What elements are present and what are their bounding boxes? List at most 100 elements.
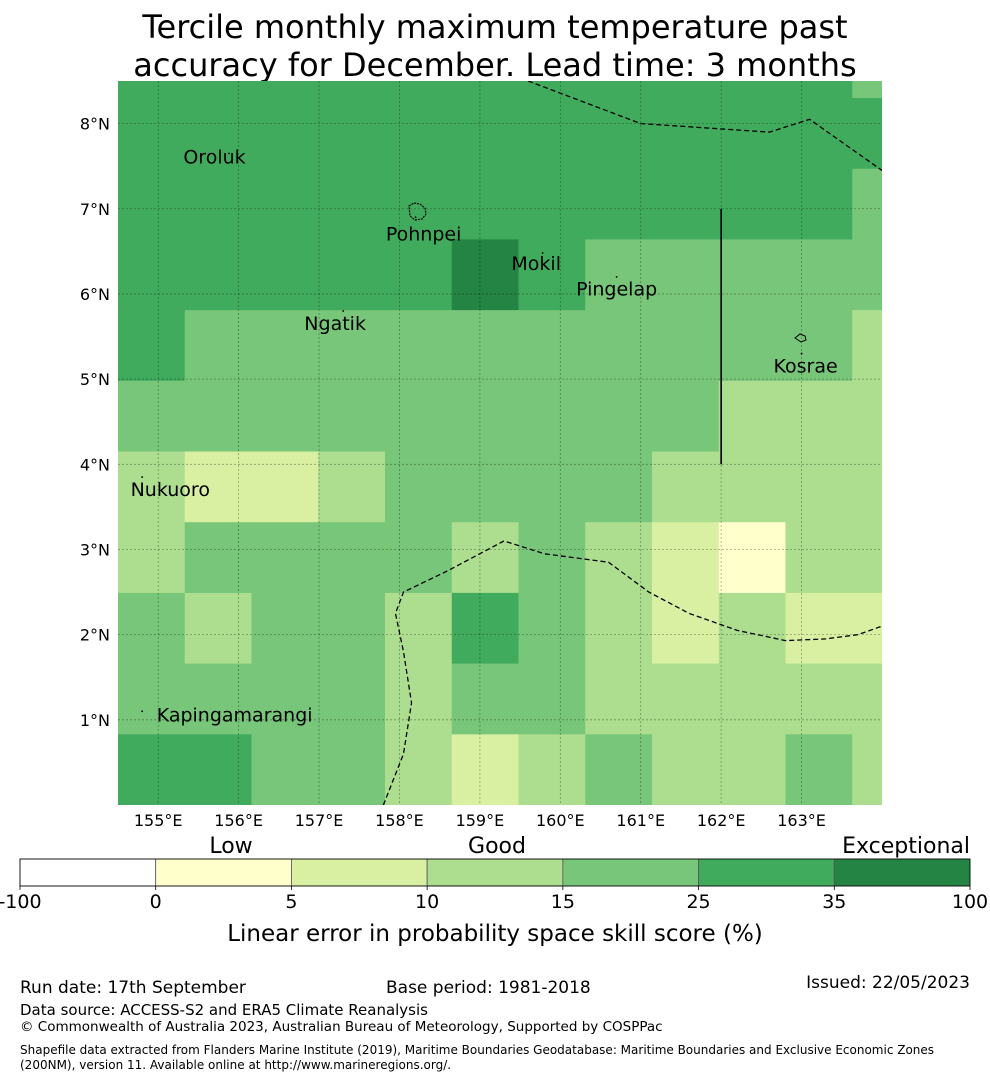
- colorbar-category-label: Exceptional: [842, 834, 970, 859]
- grid-cell: [785, 310, 853, 382]
- lon-tick-label: 163°E: [777, 811, 826, 830]
- grid-cell: [718, 734, 787, 805]
- grid-cell: [585, 310, 653, 382]
- lat-tick-label: 1°N: [80, 711, 110, 730]
- grid-cell: [518, 239, 586, 311]
- grid-cell: [451, 168, 520, 241]
- grid-cell: [785, 663, 853, 735]
- grid-cell: [384, 81, 453, 99]
- grid-cell: [852, 0, 919, 28]
- grid-cell: [785, 168, 853, 241]
- lon-tick-label: 161°E: [616, 811, 665, 830]
- grid-cell: [785, 0, 852, 28]
- grid-cell: [585, 592, 653, 665]
- grid-cell: [118, 380, 186, 453]
- grid-cell: [651, 592, 720, 665]
- grid-cell: [518, 380, 586, 453]
- grid-cell: [518, 592, 586, 665]
- grid-cell: [251, 734, 319, 805]
- grid-cell: [384, 663, 453, 735]
- grid-cell: [852, 451, 882, 523]
- grid-cell: [718, 168, 787, 241]
- grid-cell: [185, 0, 252, 28]
- grid-cell: [785, 522, 853, 594]
- grid-cell: [384, 522, 453, 594]
- colorbar-segment: [155, 858, 292, 887]
- grid-cell: [651, 81, 720, 99]
- grid-cell: [385, 0, 452, 28]
- grid-cell: [118, 168, 186, 241]
- run-date: Run date: 17th September: [20, 978, 246, 998]
- grid-cell: [118, 734, 186, 805]
- lon-tick-label: 155°E: [134, 811, 183, 830]
- grid-cell: [651, 98, 720, 170]
- title-line-2: accuracy for December. Lead time: 3 mont…: [133, 46, 857, 84]
- grid-cell: [518, 663, 586, 735]
- base-period: Base period: 1981-2018: [386, 978, 591, 998]
- grid-cell: [852, 592, 882, 665]
- grid-cell: [118, 81, 186, 99]
- grid-cell: [451, 81, 520, 99]
- colorbar-tick-label: 25: [686, 891, 710, 913]
- colorbar-segment: [426, 858, 564, 887]
- grid-cell: [384, 592, 453, 665]
- grid-cell: [118, 310, 186, 382]
- kosrae-island-shape: [794, 333, 807, 343]
- grid-cell: [652, 0, 719, 28]
- grid-cell: [585, 663, 653, 735]
- grid-cell: [451, 310, 520, 382]
- colorbar-tick-label: 15: [551, 891, 575, 913]
- grid-cell: [251, 81, 319, 99]
- grid-cell: [184, 98, 253, 170]
- grid-cell: [651, 310, 720, 382]
- grid-cell: [451, 380, 520, 453]
- grid-cell: [384, 734, 453, 805]
- grid-cell: [518, 734, 586, 805]
- grid-cell: [318, 451, 386, 523]
- grid-cell: [318, 168, 386, 241]
- lon-tick-label: 157°E: [295, 811, 344, 830]
- grid-cell: [318, 663, 386, 735]
- grid-cell: [251, 380, 319, 453]
- grid-cell: [518, 81, 586, 99]
- lat-tick-label: 8°N: [80, 115, 110, 134]
- lat-tick-label: 2°N: [80, 626, 110, 645]
- grid-cell: [318, 310, 386, 382]
- grid-cell: [651, 168, 720, 241]
- island-marker: [615, 276, 618, 278]
- grid-cell: [118, 522, 186, 594]
- lon-tick-label: 158°E: [375, 811, 424, 830]
- pohnpei-island-shape: [408, 202, 427, 221]
- grid-cell: [118, 0, 185, 28]
- grid-cell: [451, 239, 520, 311]
- colorbar-segment: [291, 858, 428, 887]
- grid-cell: [451, 663, 520, 735]
- grid-cell: [118, 451, 186, 523]
- title-line-1: Tercile monthly maximum temperature past: [142, 8, 848, 46]
- grid-cell: [184, 310, 253, 382]
- grid-cell: [785, 239, 853, 311]
- colorbar-tick-label: 100: [952, 891, 988, 913]
- grid-cell: [184, 522, 253, 594]
- grid-cell: [718, 451, 787, 523]
- colorbar-category-label: Low: [209, 834, 252, 859]
- grid-cell: [852, 310, 882, 382]
- place-label: Kapingamarangi: [157, 705, 313, 727]
- grid-cell: [318, 380, 386, 453]
- grid-cell: [384, 310, 453, 382]
- colorbar-frame: [19, 858, 971, 887]
- island-marker: [228, 152, 230, 155]
- grid-cell: [518, 451, 586, 523]
- place-label: Kosrae: [774, 355, 838, 377]
- grid-cell: [251, 0, 318, 28]
- lon-tick-label: 162°E: [697, 811, 746, 830]
- grid-cell: [451, 451, 520, 523]
- grid-cell: [451, 734, 520, 805]
- colorbar-tick-label: 10: [415, 891, 439, 913]
- grid-cell: [785, 734, 853, 805]
- grid-cell: [585, 98, 653, 170]
- grid-cell: [852, 98, 882, 170]
- grid-cell: [785, 592, 853, 665]
- place-label: Nukuoro: [131, 479, 210, 501]
- island-marker: [800, 352, 803, 355]
